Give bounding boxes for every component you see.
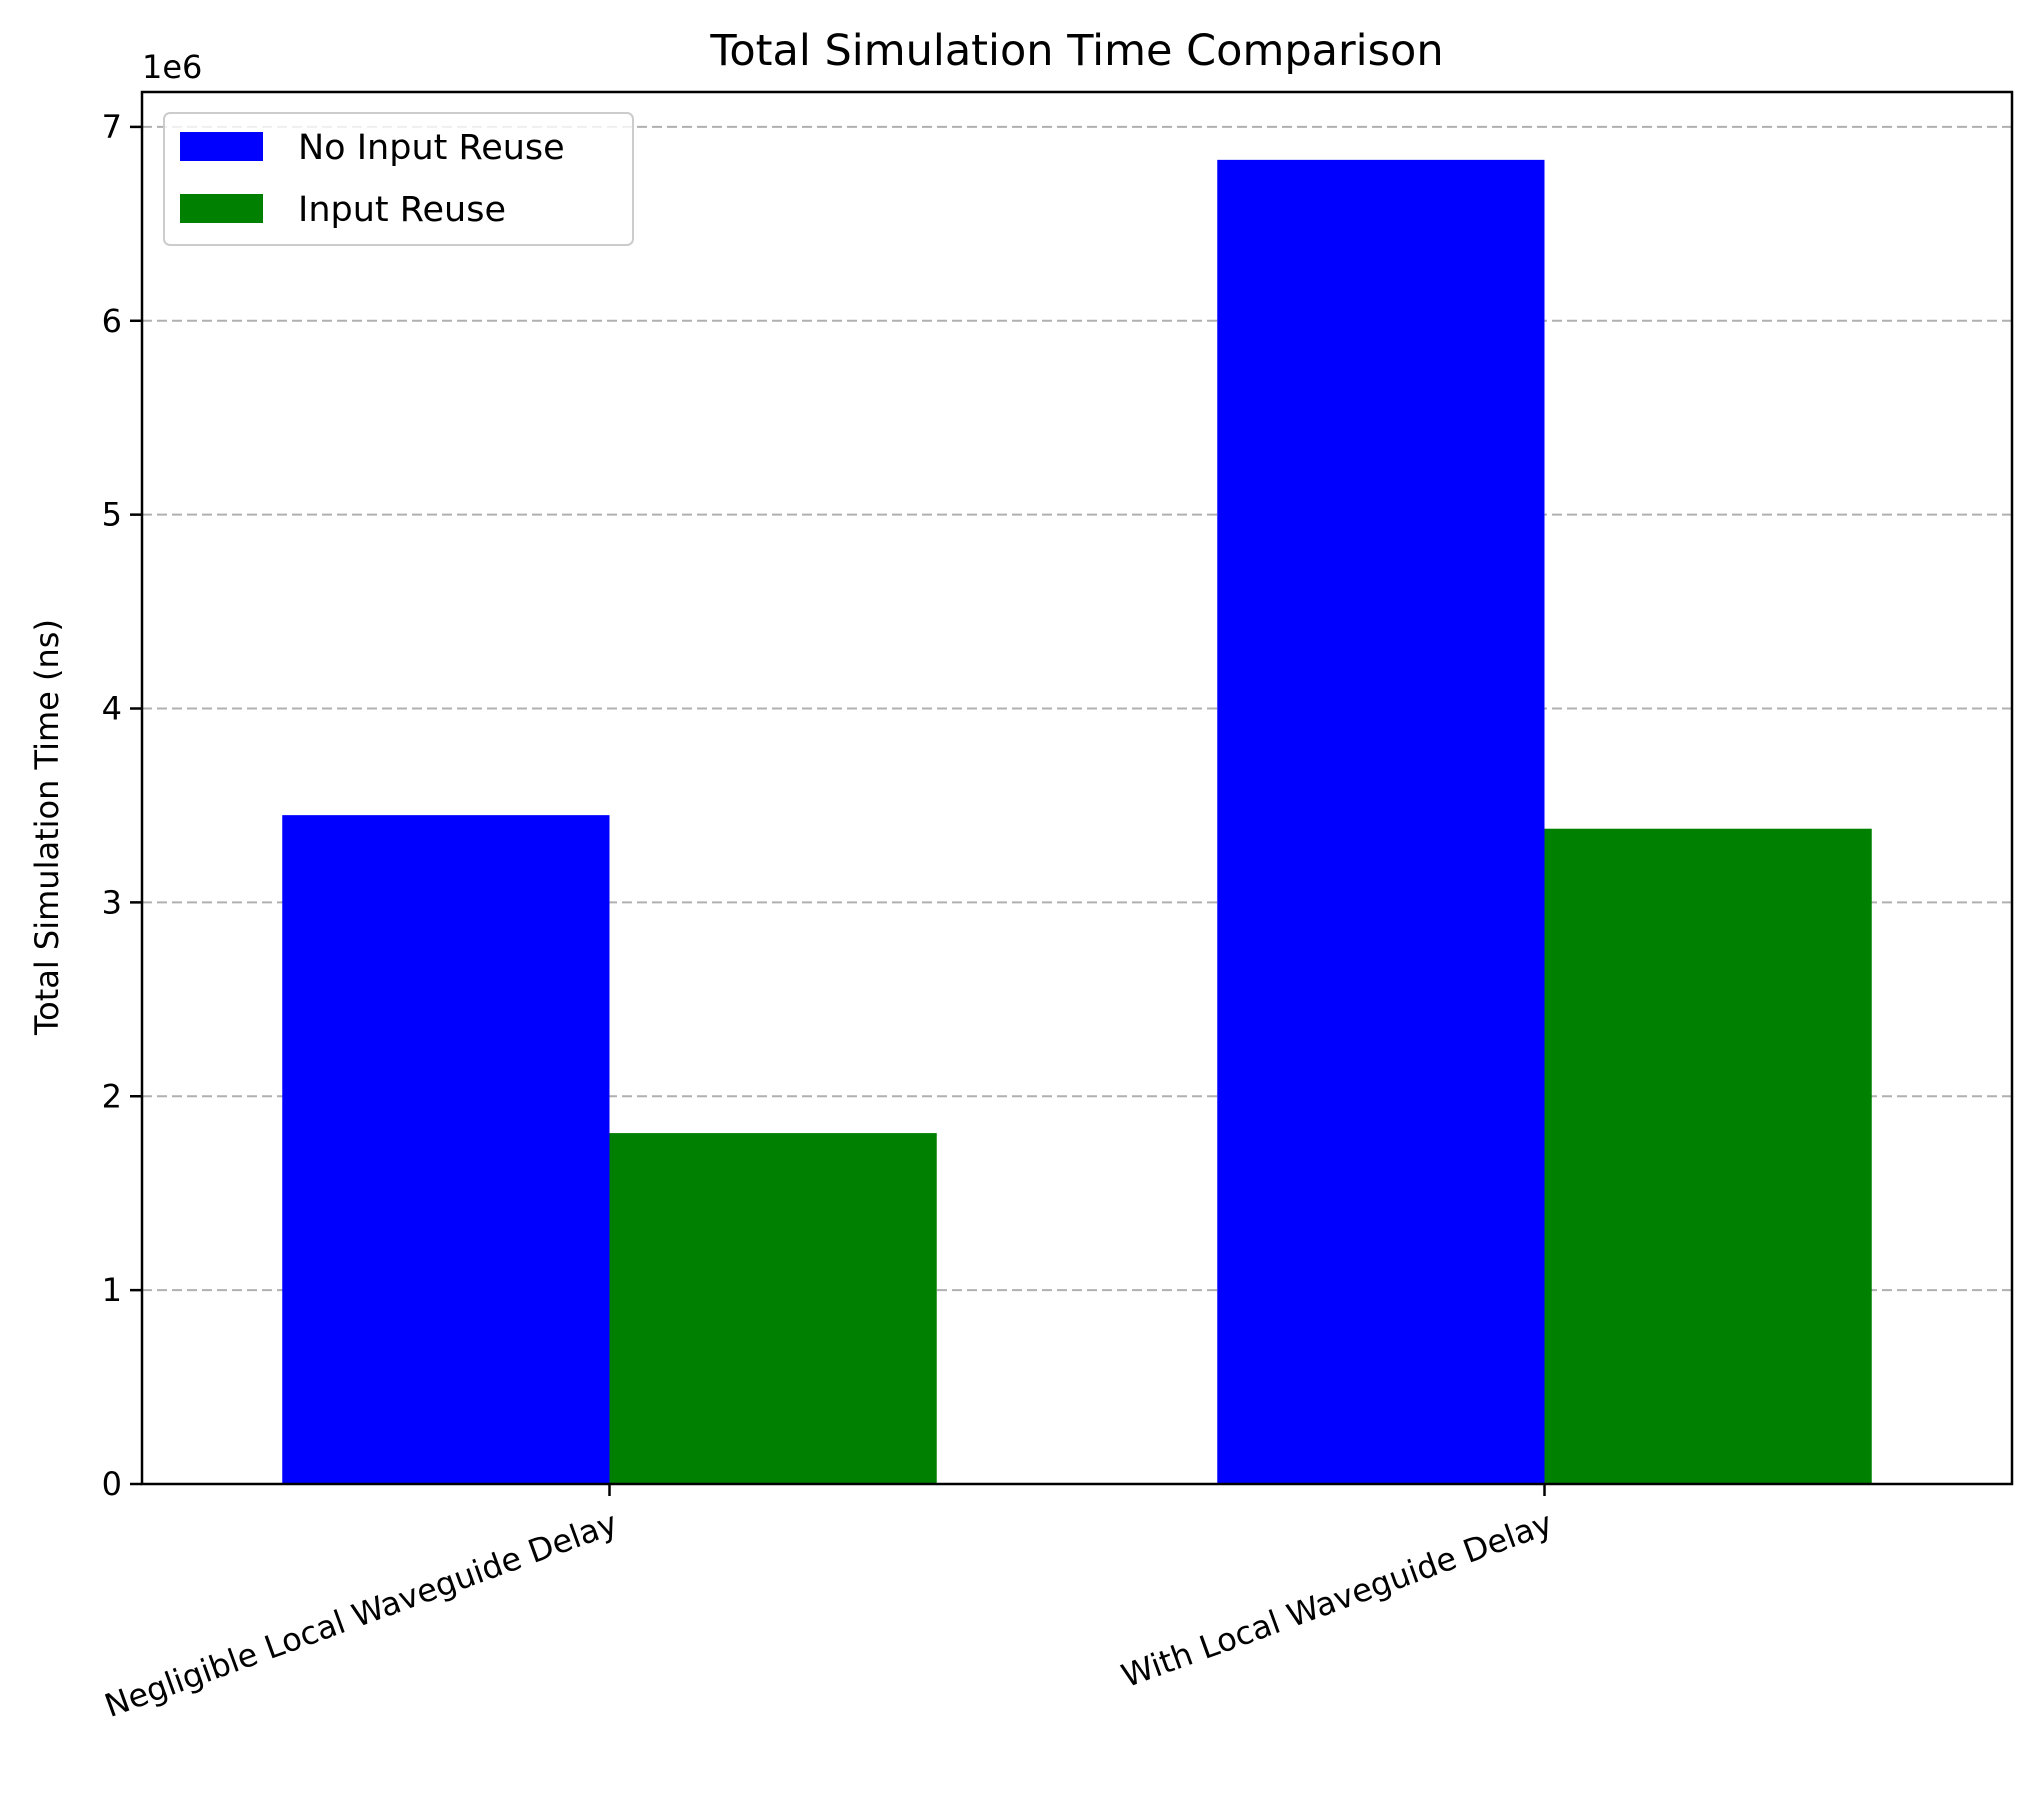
legend: No Input Reuse Input Reuse: [163, 112, 634, 246]
y-tick-label: 7: [102, 108, 122, 146]
legend-label-input-reuse: Input Reuse: [298, 190, 506, 230]
legend-swatch-no-input-reuse: [180, 132, 263, 161]
y-offset-label: 1e6: [142, 48, 202, 86]
plot-frame: [140, 90, 2014, 1486]
grid: [142, 125, 2012, 1292]
chart-title: Total Simulation Time Comparison: [709, 26, 1443, 76]
legend-swatch-input-reuse: [180, 194, 263, 223]
bar-no-input-reuse-1: [1217, 159, 1545, 1485]
legend-box: [163, 112, 634, 246]
bar-input-reuse-0: [609, 1133, 937, 1484]
y-tick-label: 5: [102, 496, 122, 534]
y-ticks: 0 1 2 3 4 5 6 7: [102, 108, 142, 1503]
y-tick-label: 1: [102, 1271, 122, 1309]
y-tick-label: 3: [102, 883, 122, 921]
bar-input-reuse-1: [1544, 828, 1872, 1484]
y-tick-label: 6: [102, 302, 122, 340]
axes: [140, 90, 2014, 1486]
legend-label-no-input-reuse: No Input Reuse: [298, 128, 565, 168]
y-tick-label: 4: [102, 690, 122, 728]
y-axis-label: Total Simulation Time (ns): [28, 619, 66, 1036]
bar-no-input-reuse-0: [282, 815, 610, 1484]
y-tick-label: 0: [102, 1465, 122, 1503]
bars: [282, 159, 1872, 1485]
y-tick-label: 2: [102, 1077, 122, 1115]
